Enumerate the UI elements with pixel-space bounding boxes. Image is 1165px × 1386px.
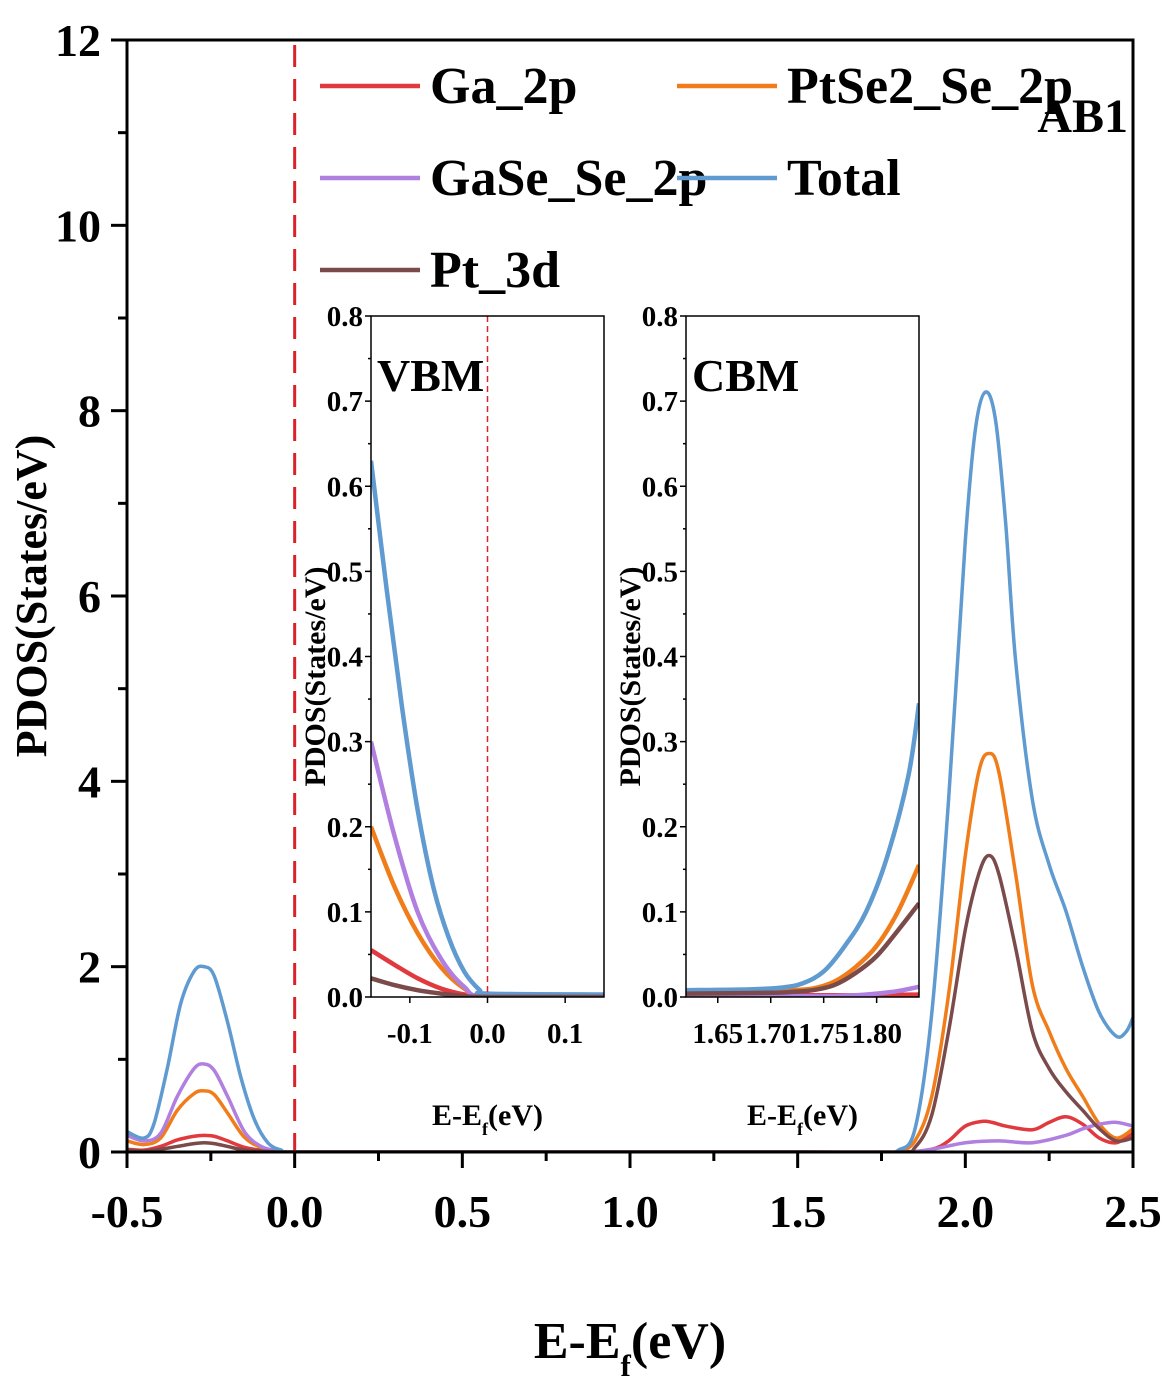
inset-cbm-x-tick-label: 1.70 — [745, 1018, 796, 1050]
inset-vbm-y-tick-label: 0.2 — [327, 812, 363, 844]
inset-cbm-y-tick-label: 0.4 — [642, 642, 678, 674]
inset-cbm: 0.0 0.1 0.2 0.3 0.4 0.5 0.6 0.7 0.8 1.65 1.70 1.75 1… — [614, 301, 920, 1139]
inset-cbm-y-tick-label: 0.5 — [642, 556, 678, 588]
main-x-tick-label: 2.5 — [1104, 1186, 1162, 1237]
inset-vbm-series-line-ptse2-se-2p — [371, 825, 604, 997]
main-y-tick-label: 2 — [78, 942, 101, 993]
inset-vbm-y-axis-title: PDOS(States/eV) — [299, 567, 332, 787]
legend-label-pt-3d: Pt_3d — [430, 242, 560, 299]
inset-cbm-y-tick-label: 0.0 — [642, 982, 678, 1014]
main-x-tick-label: 2.0 — [937, 1186, 995, 1237]
inset-vbm-y-tick-label: 0.0 — [327, 982, 363, 1014]
main-y-tick-label: 4 — [78, 756, 101, 807]
inset-cbm-title: CBM — [692, 350, 799, 401]
inset-cbm-x-axis-title: E-Ef(eV) — [747, 1099, 858, 1139]
inset-cbm-series-line-gase-se-2p — [686, 984, 919, 997]
main-series-line-total — [127, 390, 1133, 1152]
inset-cbm-y-tick-label: 0.3 — [642, 727, 678, 759]
inset-vbm-series-line-gase-se-2p — [371, 741, 604, 997]
inset-cbm-x-tick-label: 1.80 — [851, 1018, 902, 1050]
inset-vbm-series-line-pt-3d — [371, 976, 604, 997]
inset-cbm-x-axis-title-sub: f — [797, 1119, 804, 1139]
inset-vbm-x-tick-label: -0.1 — [387, 1018, 433, 1050]
legend-label-gase-se-2p: GaSe_Se_2p — [430, 150, 707, 207]
inset-vbm-series-line-total — [371, 460, 604, 997]
inset-vbm-x-axis-title-unit: (eV) — [488, 1099, 543, 1132]
inset-cbm-x-axis-title-unit: (eV) — [803, 1099, 858, 1132]
inset-vbm-y-tick-label: 0.7 — [327, 386, 363, 418]
main-series-line-gase-se-2p — [127, 1062, 1133, 1152]
main-y-tick-label: 10 — [55, 200, 101, 251]
inset-cbm-y-tick-label: 0.7 — [642, 386, 678, 418]
inset-cbm-y-tick-label: 0.8 — [642, 301, 678, 333]
inset-vbm-y-tick-label: 0.5 — [327, 556, 363, 588]
inset-vbm-title: VBM — [377, 350, 484, 401]
inset-cbm-y-tick-label: 0.6 — [642, 471, 678, 503]
main-plot: -0.5 0.0 0.5 1.0 1.5 2.0 2.5 0 2 4 6 8 10 12 PDOS(Stat… — [7, 15, 1162, 1383]
legend-label-total: Total — [787, 150, 901, 207]
main-x-tick-label: -0.5 — [91, 1186, 164, 1237]
inset-vbm-y-tick-label: 0.1 — [327, 897, 363, 929]
legend-label-ga-2p: Ga_2p — [430, 58, 577, 115]
main-y-tick-label: 12 — [55, 15, 101, 66]
inset-vbm: 0.0 0.1 0.2 0.3 0.4 0.5 0.6 0.7 0.8 -0.1 0.0 0.1 VBM… — [299, 301, 605, 1139]
main-x-tick-label: 0.0 — [266, 1186, 324, 1237]
main-y-tick-label: 0 — [78, 1127, 101, 1178]
inset-cbm-x-tick-label: 1.75 — [798, 1018, 849, 1050]
inset-cbm-series — [686, 702, 919, 997]
inset-cbm-series-line-total — [686, 702, 919, 993]
main-y-tick-label: 6 — [78, 571, 101, 622]
main-y-axis-title: PDOS(States/eV) — [7, 435, 56, 758]
inset-vbm-x-axis-title: E-Ef(eV) — [432, 1099, 543, 1139]
main-x-axis-title-sub: f — [621, 1348, 632, 1383]
inset-cbm-x-axis-title-main: E-E — [747, 1099, 797, 1132]
inset-cbm-series-line-pt-3d — [686, 901, 919, 996]
inset-vbm-y-tick-label: 0.4 — [327, 642, 363, 674]
inset-vbm-series-line-ga-2p — [371, 948, 604, 997]
inset-cbm-y-tick-label: 0.2 — [642, 812, 678, 844]
main-series-line-ptse2-se-2p — [127, 751, 1133, 1152]
inset-cbm-x-tick-label: 1.65 — [692, 1018, 743, 1050]
inset-vbm-y-tick-label: 0.6 — [327, 471, 363, 503]
inset-cbm-y-tick-label: 0.1 — [642, 897, 678, 929]
main-x-axis-title-unit: (eV) — [631, 1313, 726, 1370]
main-x-axis-title-main: E-E — [534, 1313, 621, 1370]
main-annotation: AB1 — [1037, 90, 1128, 143]
inset-vbm-series — [371, 460, 604, 997]
inset-vbm-x-tick-label: 0.0 — [469, 1018, 505, 1050]
inset-vbm-y-tick-label: 0.8 — [327, 301, 363, 333]
inset-vbm-x-axis-title-main: E-E — [432, 1099, 482, 1132]
main-x-tick-label: 0.5 — [434, 1186, 492, 1237]
legend: Ga_2p PtSe2_Se_2p GaSe_Se_2p Total Pt_3d — [320, 58, 1073, 299]
main-y-tick-label: 8 — [78, 386, 101, 437]
inset-cbm-y-axis-title: PDOS(States/eV) — [614, 567, 647, 787]
inset-vbm-x-axis-title-sub: f — [482, 1119, 489, 1139]
legend-label-ptse2-se-2p: PtSe2_Se_2p — [787, 58, 1073, 115]
main-x-axis-title: E-Ef(eV) — [534, 1313, 726, 1383]
inset-vbm-y-tick-label: 0.3 — [327, 727, 363, 759]
main-series-line-ga-2p — [127, 1115, 1133, 1152]
main-x-tick-label: 1.0 — [601, 1186, 659, 1237]
inset-cbm-background — [686, 316, 919, 997]
main-series-line-pt-3d — [127, 853, 1133, 1152]
inset-vbm-x-tick-label: 0.1 — [547, 1018, 583, 1050]
main-x-tick-label: 1.5 — [769, 1186, 827, 1237]
